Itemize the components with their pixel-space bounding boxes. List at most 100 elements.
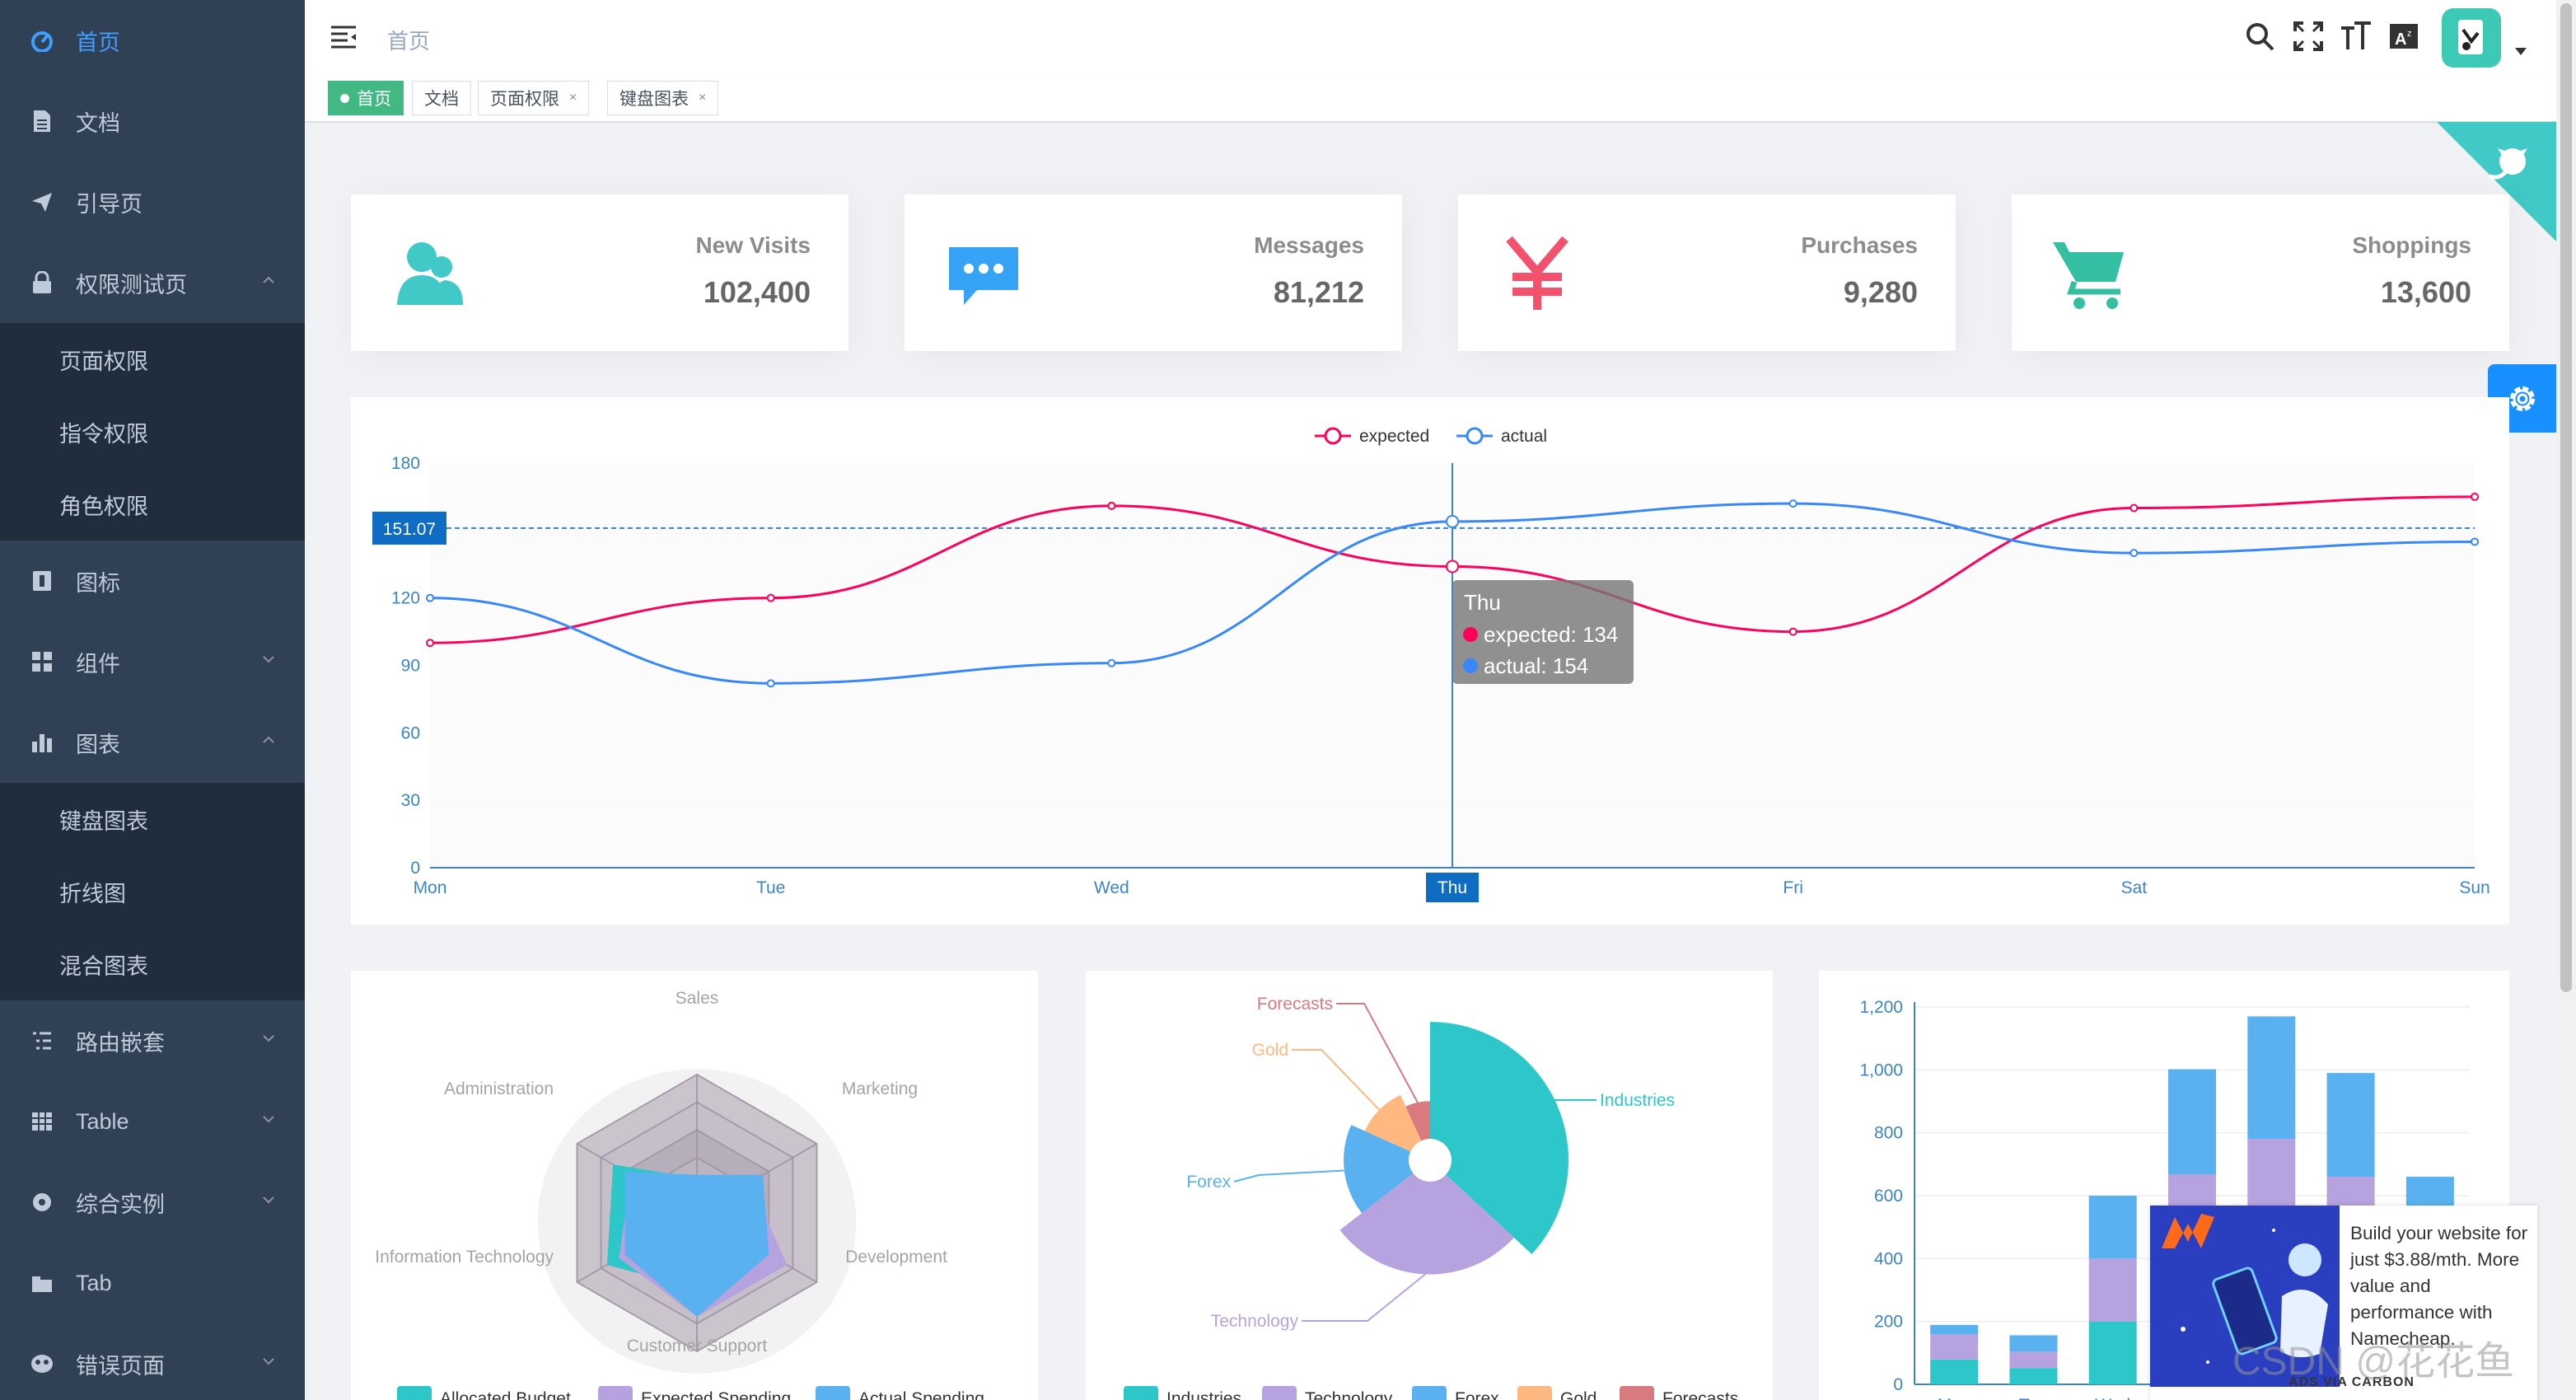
legend-swatch	[1412, 1386, 1447, 1400]
x-pointer-label-bg	[1426, 873, 1479, 902]
sidebar-item-components[interactable]: 组件	[0, 621, 305, 702]
y-tick-label: 90	[401, 657, 420, 676]
data-point-expected	[1107, 501, 1116, 510]
legend-label: Forecasts	[1662, 1389, 1738, 1400]
pie-slice-label: Technology	[1211, 1312, 1299, 1331]
sidebar-subitem-line-chart[interactable]: 折线图	[59, 881, 126, 906]
tag-keyboard-chart[interactable]: 键盘图表 ×	[607, 81, 719, 115]
bar-pageA	[1930, 1359, 1979, 1384]
sidebar-item-example[interactable]: 综合实例	[0, 1162, 305, 1243]
fullscreen-icon[interactable]	[2292, 20, 2325, 53]
legend-swatch	[1124, 1386, 1158, 1400]
close-icon[interactable]: ×	[569, 91, 577, 105]
panel-shoppings[interactable]: Shoppings 13,600	[2012, 194, 2509, 351]
bar-pageB	[1930, 1334, 1979, 1360]
tooltip-line: expected: 134	[1484, 622, 1618, 647]
scrollbar-thumb[interactable]	[2560, 3, 2572, 992]
document-icon	[30, 109, 54, 133]
sidebar-item-home[interactable]: 首页	[0, 0, 305, 81]
legend-swatch	[598, 1386, 633, 1400]
sidebar-item-table[interactable]: Table	[0, 1081, 305, 1162]
github-corner-icon[interactable]	[2437, 122, 2556, 241]
bar-pageC	[2326, 1073, 2375, 1178]
sidebar-item-guide[interactable]: 引导页	[0, 162, 305, 242]
panel-label: Shoppings	[2352, 232, 2471, 258]
legend-label: Forex	[1455, 1389, 1499, 1400]
sidebar-item-error[interactable]: 错误页面	[0, 1323, 305, 1400]
close-icon[interactable]: ×	[699, 91, 707, 105]
sidebar-item-label: 错误页面	[76, 1353, 165, 1379]
pie-label-line	[1336, 1003, 1419, 1103]
panel-value: 102,400	[703, 275, 811, 309]
tag-home[interactable]: 首页	[328, 81, 404, 115]
bar-pageC	[2247, 1016, 2296, 1140]
language-icon[interactable]: A z	[2387, 20, 2420, 53]
sidebar-subitem-page-permission[interactable]: 页面权限	[59, 349, 148, 374]
table-icon	[30, 1109, 54, 1134]
panel-new-visits[interactable]: New Visits 102,400	[351, 194, 849, 351]
chart-icon	[30, 730, 54, 755]
sidebar-subitem-mix-chart[interactable]: 混合图表	[59, 953, 148, 979]
tooltip-box	[1452, 580, 1634, 684]
sidebar-item-permission[interactable]: 权限测试页	[0, 242, 305, 323]
legend-swatch	[397, 1386, 432, 1400]
data-point-actual	[1107, 658, 1116, 667]
y-tick-label: 60	[401, 723, 420, 742]
guide-icon	[30, 190, 54, 214]
x-tick-label: Mon	[414, 878, 447, 897]
pie-slice-label: Industries	[1600, 1091, 1675, 1110]
sidebar-item-icons[interactable]: 图标	[0, 541, 305, 621]
data-point-expected	[2471, 492, 2479, 501]
legend-label: expected	[1359, 427, 1429, 446]
svg-text:A: A	[2395, 30, 2406, 49]
data-point-expected	[1788, 627, 1798, 636]
tag-label: 键盘图表	[619, 90, 689, 109]
avatar[interactable]	[2442, 8, 2501, 68]
search-icon[interactable]	[2243, 20, 2276, 53]
caret-down-icon[interactable]	[2515, 48, 2527, 56]
y-tick-label: 600	[1874, 1187, 1903, 1206]
data-point-expected	[766, 593, 775, 602]
pie-label-line	[1302, 1273, 1426, 1322]
carbon-ad[interactable]: Build your website for just $3.88/mth. M…	[2150, 1206, 2537, 1400]
sidebar-subitem-directive-permission[interactable]: 指令权限	[59, 421, 148, 447]
panel-messages[interactable]: Messages 81,212	[905, 194, 1402, 351]
radar-area-actual-spending	[624, 1171, 769, 1317]
sidebar-item-charts[interactable]: 图表	[0, 702, 305, 783]
sidebar-item-nested[interactable]: 路由嵌套	[0, 1000, 305, 1081]
data-point-expected	[1446, 560, 1459, 574]
legend-label: Industries	[1166, 1389, 1241, 1400]
sidebar-item-label: Table	[76, 1108, 129, 1134]
radar-indicator-label: Customer Support	[627, 1337, 768, 1356]
sidebar-item-docs[interactable]: 文档	[0, 81, 305, 162]
sidebar-subitem-role-permission[interactable]: 角色权限	[59, 494, 148, 519]
legend-label: Allocated Budget	[440, 1389, 571, 1400]
hamburger-icon[interactable]	[330, 23, 358, 51]
pie-chart[interactable]: Industries Technology Forex Gold Forecasts In…	[1086, 971, 1773, 1400]
panel-purchases[interactable]: Purchases 9,280	[1458, 194, 1956, 351]
pie-slice-forex	[1344, 1125, 1414, 1214]
data-point-actual	[2471, 537, 2479, 546]
sidebar-subitem-keyboard-chart[interactable]: 键盘图表	[59, 808, 148, 834]
error-icon	[30, 1351, 54, 1376]
tag-page-permission[interactable]: 页面权限 ×	[478, 81, 590, 115]
data-point-expected	[2130, 503, 2139, 513]
radar-chart[interactable]: Sales Marketing Development Customer Suppor…	[351, 971, 1038, 1400]
x-tick-label: Mon	[1938, 1396, 1971, 1400]
chevron-down-icon	[263, 1116, 274, 1123]
y-tick-label: 0	[1893, 1375, 1903, 1394]
tag-label: 页面权限	[490, 90, 559, 109]
bar-pageB	[2009, 1351, 2058, 1369]
sidebar-item-tab[interactable]: Tab	[0, 1243, 305, 1323]
bar-pageC	[2168, 1069, 2216, 1175]
chevron-down-icon	[263, 1196, 274, 1204]
line-chart[interactable]: 0 30 60 90 120 180 Mon Tue Wed Thu Fri Sat Sun 151.07…	[351, 397, 2509, 925]
sidebar-item-label: 文档	[76, 110, 120, 136]
chevron-down-icon	[263, 656, 274, 663]
font-size-icon[interactable]	[2340, 20, 2373, 53]
ad-image-icon	[2150, 1206, 2340, 1387]
radar-indicator-label: Development	[845, 1248, 947, 1267]
radar-indicator-label: Sales	[676, 989, 719, 1008]
icon-icon	[30, 569, 54, 593]
tag-docs[interactable]: 文档	[412, 81, 471, 115]
